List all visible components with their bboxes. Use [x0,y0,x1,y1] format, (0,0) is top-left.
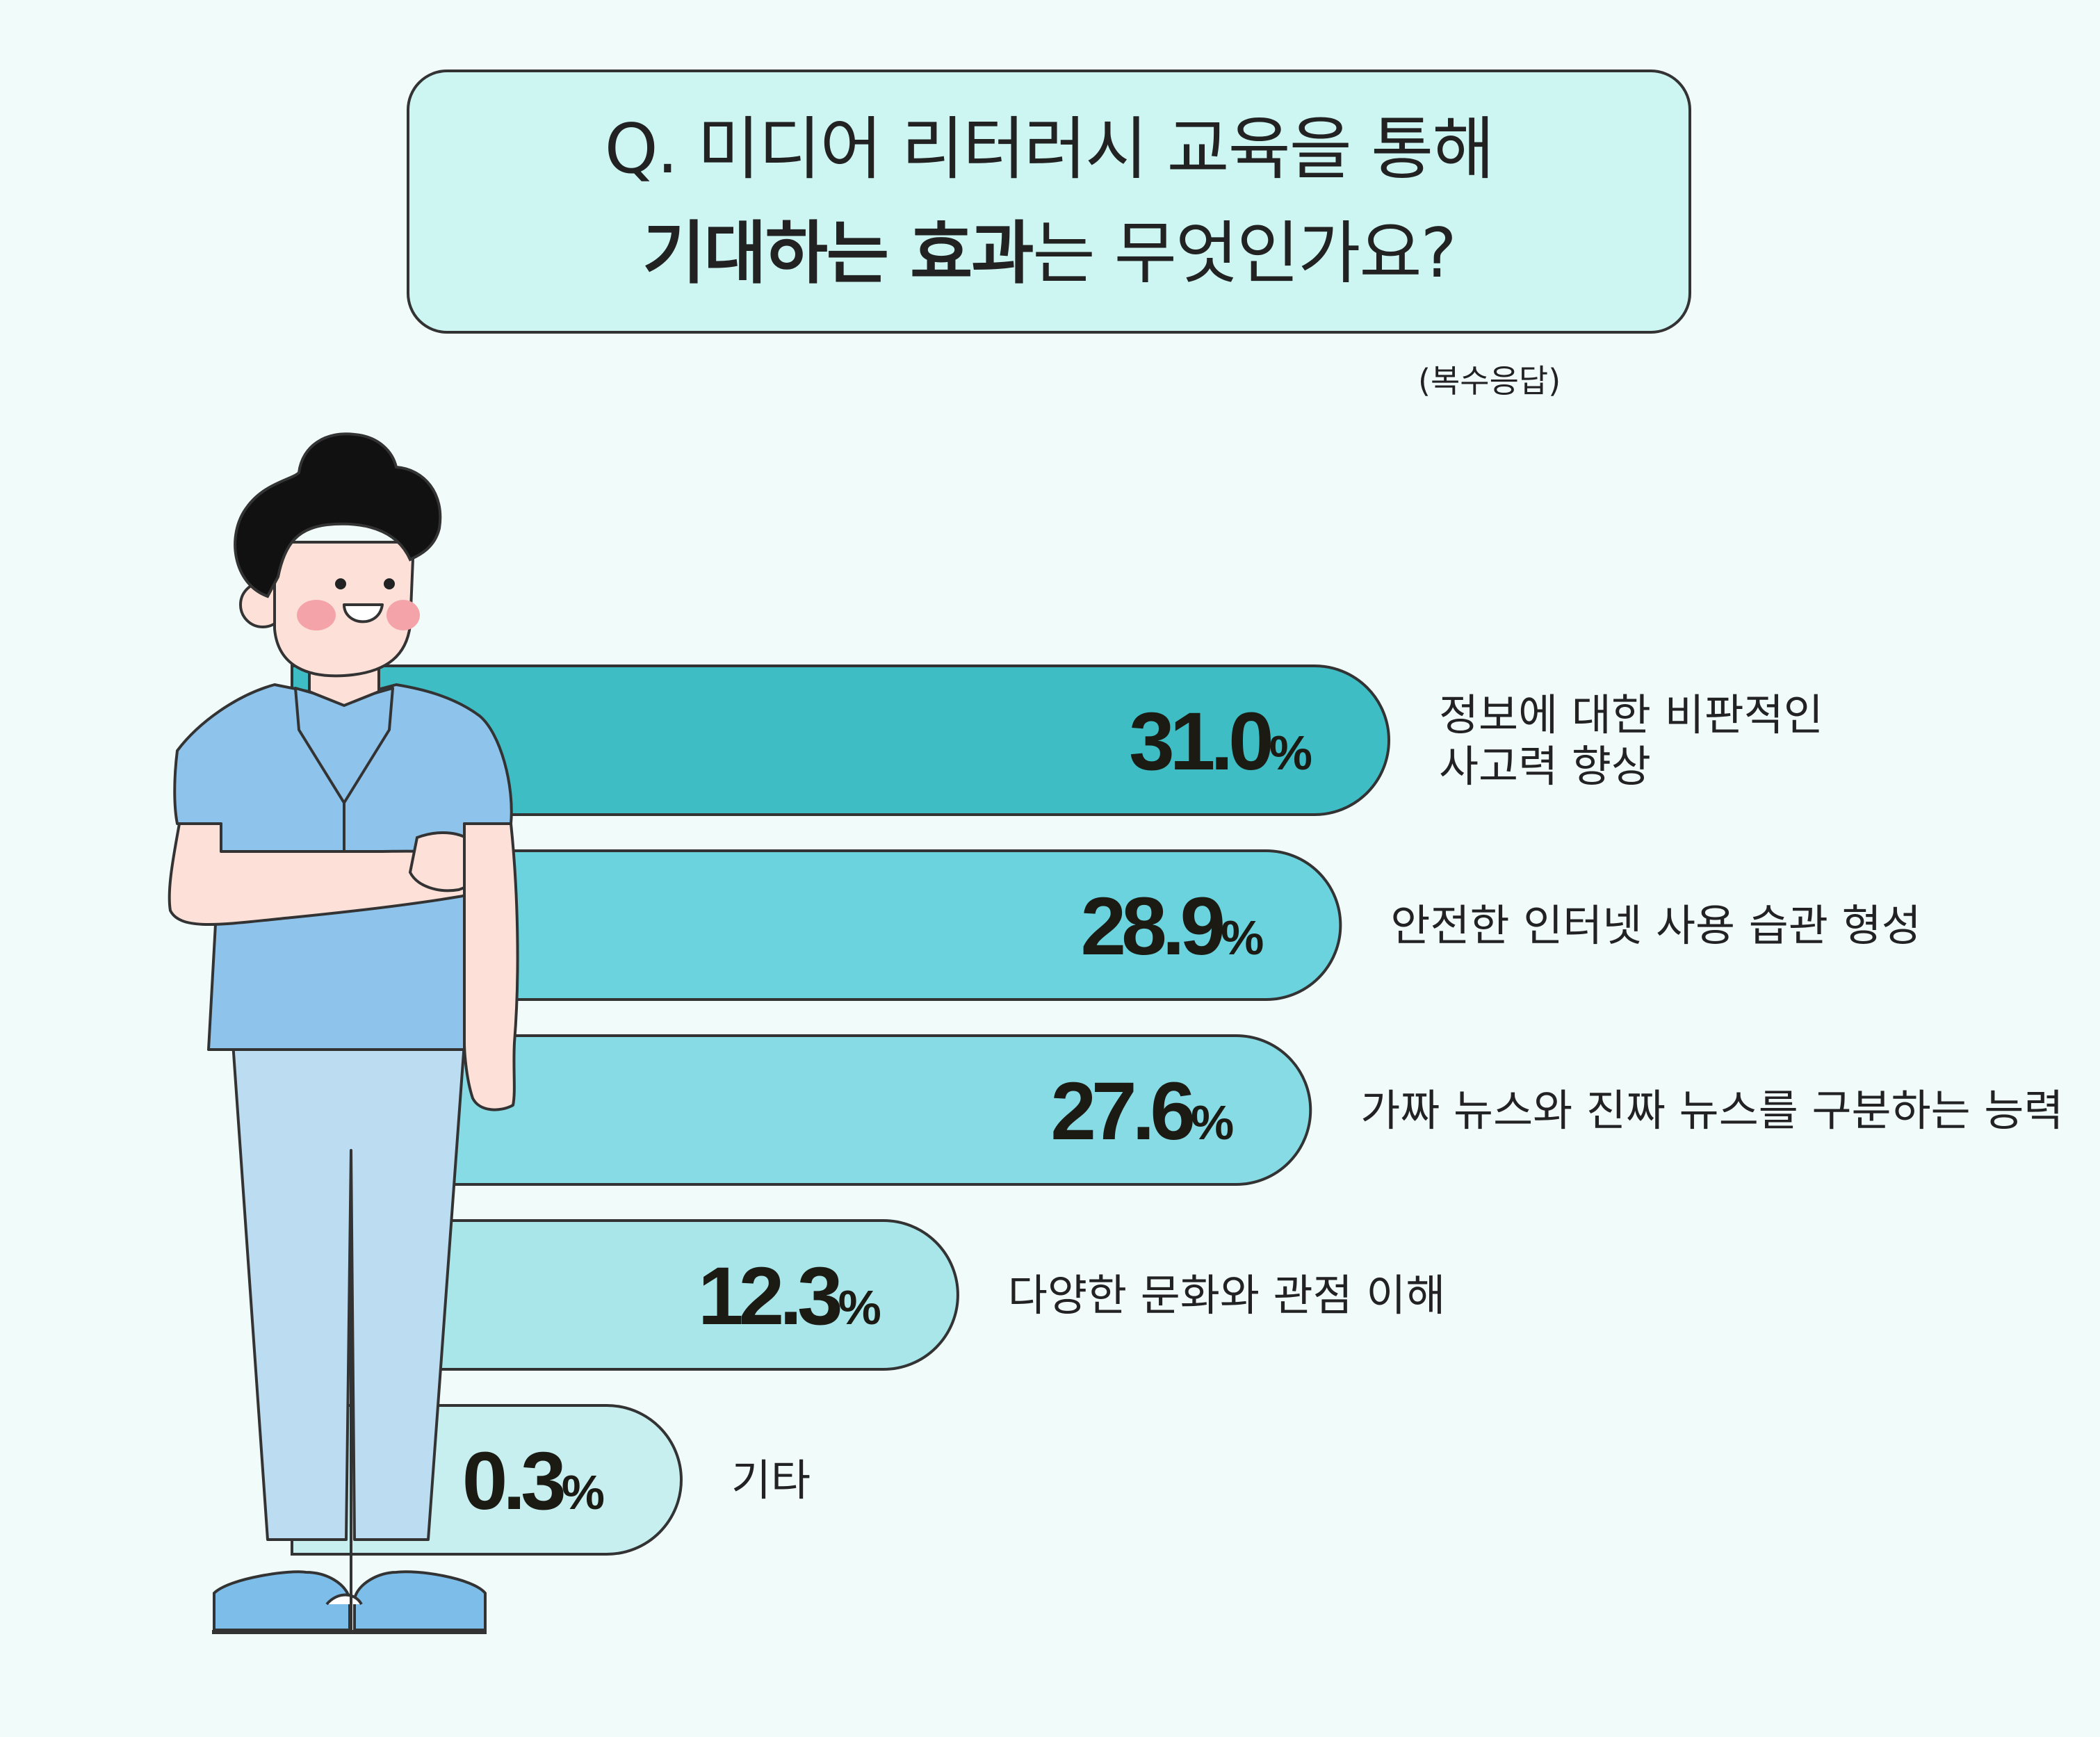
value-label-3: 27.6% [1050,1066,1234,1157]
multiple-response-note: (복수응답) [1418,362,1561,400]
bar-1 [291,664,1390,816]
category-label-1: 정보에 대한 비판적인 사고력 향상 [1439,690,1823,792]
right-arm [463,822,519,1111]
bar-2 [291,849,1342,1001]
bars-layer: 31.0% 정보에 대한 비판적인 사고력 향상 28.9% 안전한 인터넷 사용 습관… [291,664,2063,1556]
right-shoe [353,1570,487,1631]
category-label-4: 다양한 문화와 관점 이해 [1008,1270,1446,1321]
value-label-1: 31.0% [1129,696,1312,788]
value-label-4: 12.3% [698,1250,881,1342]
left-shoe [213,1570,351,1631]
category-label-5: 기타 [731,1455,811,1506]
question-rest: 는 무엇인가요? [1032,214,1456,293]
pants [231,1041,466,1541]
bar-4 [291,1219,959,1371]
character-illustration [168,432,519,1634]
question-box: Q. 미디어 리터러시 교육을 통해 기대하는 효과는 무엇인가요? [407,70,1691,334]
value-label-5: 0.3% [462,1435,605,1527]
value-label-2: 28.9% [1080,881,1264,972]
category-label-2: 안전한 인터넷 사용 습관 형성 [1390,900,1921,951]
hair [234,432,442,598]
bar-3 [291,1034,1312,1186]
question-emphasis: 기대하는 효과 [642,214,1034,293]
question-line-1: Q. 미디어 리터러시 교육을 통해 [604,110,1495,189]
category-label-3: 가짜 뉴스와 진짜 뉴스를 구분하는 능력 [1360,1085,2063,1136]
question-line-2: 기대하는 효과는 무엇인가요? [642,202,1456,306]
